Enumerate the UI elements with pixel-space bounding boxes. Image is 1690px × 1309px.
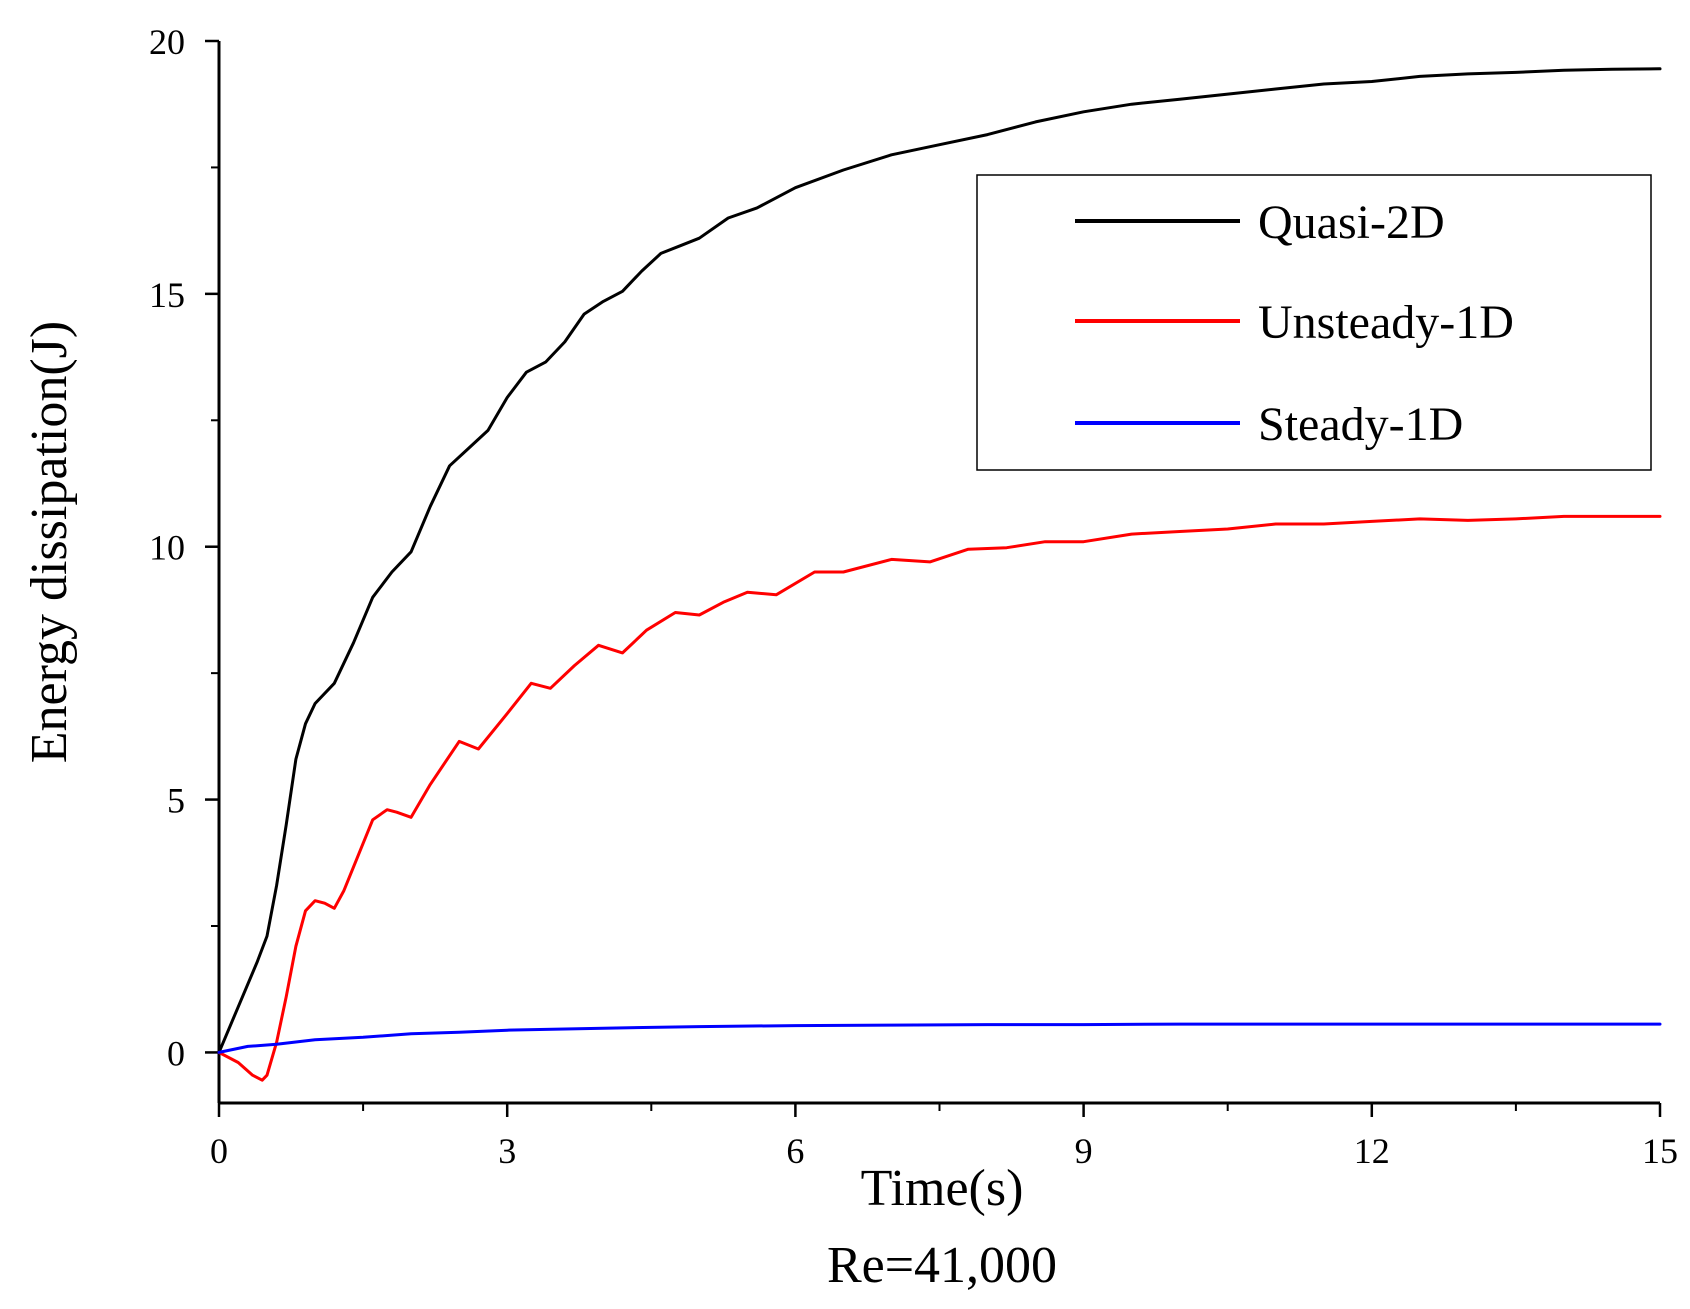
x-tick-label: 15 (1642, 1131, 1678, 1171)
x-tick-label: 9 (1075, 1131, 1093, 1171)
x-tick-label: 6 (786, 1131, 804, 1171)
x-tick-label: 3 (498, 1131, 516, 1171)
series-line-quasi-2d (217, 67, 1662, 1054)
x-axis-ticks: 0 3 6 9 12 15 (210, 1103, 1678, 1171)
series-line-steady-1d (217, 1022, 1662, 1054)
legend-label-steady-1d: Steady-1D (1258, 398, 1463, 451)
y-tick-label: 0 (167, 1033, 185, 1073)
legend: Quasi-2D Unsteady-1D Steady-1D (976, 174, 1652, 471)
x-axis-title: Time(s) (861, 1160, 1024, 1217)
y-tick-label: 20 (149, 22, 185, 62)
legend-items: Quasi-2D Unsteady-1D Steady-1D (1075, 196, 1514, 451)
series-lines (217, 67, 1662, 1082)
chart-caption: Re=41,000 (827, 1237, 1057, 1294)
y-tick-label: 15 (149, 275, 185, 315)
y-axis-ticks: 0 5 10 15 20 (149, 22, 219, 1073)
x-tick-label: 12 (1354, 1131, 1390, 1171)
legend-label-unsteady-1d: Unsteady-1D (1258, 296, 1514, 349)
series-line-unsteady-1d (217, 514, 1662, 1082)
y-axis-title: Energy dissipation(J) (21, 321, 78, 763)
y-tick-label: 5 (167, 781, 185, 821)
x-tick-label: 0 (210, 1131, 228, 1171)
y-tick-label: 10 (149, 528, 185, 568)
legend-label-quasi-2d: Quasi-2D (1258, 196, 1445, 249)
